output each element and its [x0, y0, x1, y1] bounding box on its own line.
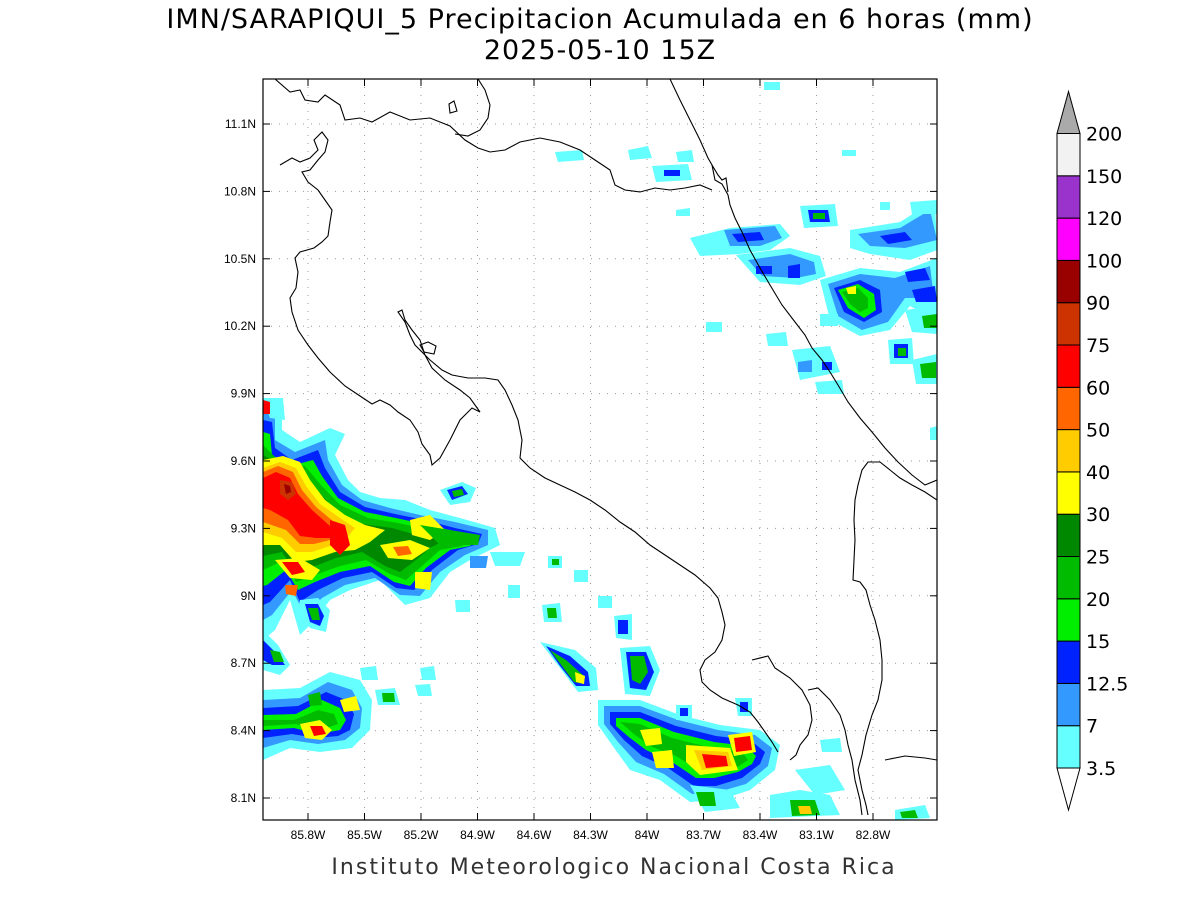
- lon-tick-label: 85.2W: [404, 828, 439, 842]
- lake-nicaragua-east-shore: [454, 79, 491, 137]
- colorbar-swatch: [1056, 175, 1081, 219]
- colorbar-level-label: 120: [1086, 208, 1122, 230]
- lat-tick-label: 9.9N: [231, 387, 256, 401]
- rain-cells-northeast: [555, 82, 937, 440]
- colorbar-level-label: 90: [1086, 293, 1110, 315]
- colorbar-swatch: [1056, 133, 1081, 177]
- colorbar-over-triangle: [1056, 89, 1081, 134]
- colorbar-level-label: 20: [1086, 589, 1110, 611]
- nicaragua-coast: [274, 79, 713, 193]
- rain-cell-west-cluster: [263, 398, 500, 640]
- lon-tick-label: 84.6W: [517, 828, 552, 842]
- colorbar-swatch: [1056, 640, 1081, 684]
- lon-tick-label: 83.4W: [743, 828, 778, 842]
- lat-tick-label: 10.5N: [224, 252, 256, 266]
- lat-tick-label: 9N: [241, 589, 256, 603]
- lon-tick-label: 84W: [635, 828, 660, 842]
- colorbar-swatch: [1056, 386, 1081, 431]
- colorbar-swatch: [1056, 344, 1081, 388]
- rain-cell-southwest: [263, 672, 372, 760]
- lon-tick-label: 82.8W: [856, 828, 891, 842]
- coastlines: [274, 79, 937, 816]
- lat-tick-label: 11.1N: [225, 117, 256, 131]
- latitude-axis: 11.1N 10.8N 10.5N 10.2N 9.9N 9.6N 9.3N 9N 8.7N 8.…: [224, 117, 937, 805]
- map-title: IMN/SARAPIQUI_5 Precipitacion Acumulada …: [166, 4, 1034, 35]
- rain-cell-southeast: [598, 698, 930, 820]
- lat-tick-label: 9.6N: [231, 454, 256, 468]
- colorbar-swatch: [1056, 725, 1081, 769]
- colorbar-level-label: 200: [1086, 124, 1122, 146]
- burica-coast: [807, 687, 863, 816]
- colorbar-swatch: [1056, 598, 1081, 642]
- lat-tick-label: 8.4N: [231, 724, 256, 738]
- rain-cells-central: [508, 556, 660, 696]
- colorbar-level-label: 25: [1086, 547, 1110, 569]
- lake-island: [448, 100, 458, 114]
- colorbar-under-triangle: [1056, 767, 1081, 812]
- lon-tick-label: 85.5W: [347, 828, 382, 842]
- map-subtitle: 2025-05-10 15Z: [483, 35, 717, 66]
- panama-south-coast: [884, 755, 937, 761]
- panama-border: [852, 461, 937, 816]
- lat-tick-label: 8.7N: [231, 656, 256, 670]
- colorbar-swatch: [1056, 471, 1081, 515]
- colorbar-swatch: [1056, 259, 1081, 304]
- colorbar-swatch: [1056, 302, 1081, 346]
- lat-tick-label: 9.3N: [231, 521, 256, 535]
- caribbean-coast-cape: [711, 164, 729, 193]
- lake-arenal: [419, 341, 437, 355]
- lon-tick-label: 83.7W: [686, 828, 721, 842]
- rain-cells-west-minor: [263, 482, 525, 705]
- lon-tick-label: 85.8W: [291, 828, 326, 842]
- golfo-dulce: [751, 655, 813, 761]
- lon-tick-label: 83.1W: [799, 828, 834, 842]
- colorbar-level-label: 60: [1086, 377, 1110, 399]
- colorbar-level-label: 30: [1086, 504, 1110, 526]
- colorbar-level-label: 100: [1086, 250, 1122, 272]
- lat-tick-label: 10.2N: [224, 319, 256, 333]
- longitude-axis: 85.8W 85.5W 85.2W 84.9W 84.6W 84.3W 84W 83.7W 83…: [291, 79, 891, 842]
- map-frame: [262, 78, 938, 821]
- colorbar-level-label: 3.5: [1086, 758, 1116, 780]
- lat-tick-label: 8.1N: [231, 791, 256, 805]
- pacific-coast: [279, 131, 779, 753]
- colorbar-swatch: [1056, 513, 1081, 558]
- colorbar-level-label: 40: [1086, 462, 1110, 484]
- colorbar-swatch: [1056, 429, 1081, 473]
- colorbar-level-label: 75: [1086, 335, 1110, 357]
- colorbar-level-label: 50: [1086, 420, 1110, 442]
- colorbar-swatch: [1056, 556, 1081, 600]
- colorbar-swatch: [1056, 217, 1081, 261]
- footer-credit: Instituto Meteorologico Nacional Costa R…: [331, 855, 897, 880]
- colorbar-swatch: [1056, 682, 1081, 727]
- precipitation-field: [263, 82, 937, 820]
- caribbean-coast: [669, 79, 937, 486]
- colorbar-level-label: 12.5: [1086, 673, 1128, 695]
- colorbar-level-label: 7: [1086, 716, 1098, 738]
- colorbar-level-label: 150: [1086, 166, 1122, 188]
- lon-tick-label: 84.3W: [573, 828, 608, 842]
- colorbar-level-label: 15: [1086, 631, 1110, 653]
- lon-tick-label: 84.9W: [460, 828, 495, 842]
- colorbar: 3.5 7 12.5 15 20 25 30 40 50 60 75 90 100 120 150 200: [1056, 89, 1128, 812]
- lat-tick-label: 10.8N: [224, 184, 256, 198]
